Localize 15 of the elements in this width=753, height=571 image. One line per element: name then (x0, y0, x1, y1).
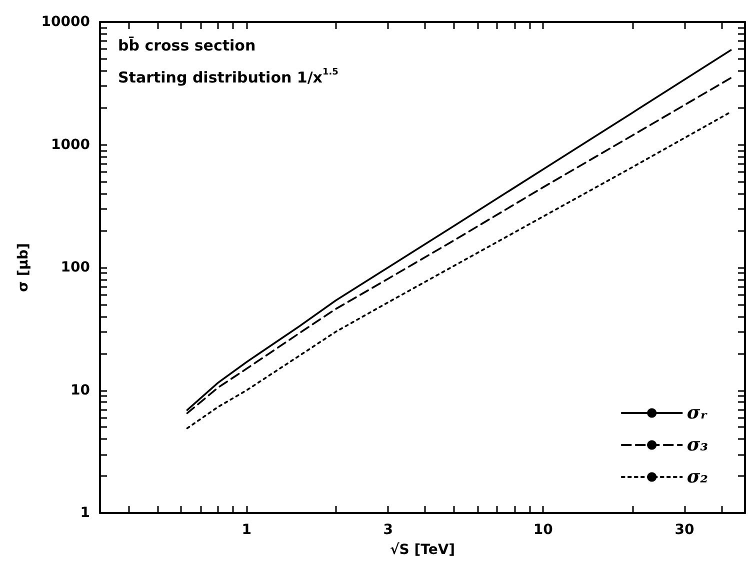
y-tick-label: 1 (80, 505, 90, 521)
x-tick-label: 10 (533, 522, 554, 538)
x-tick-label: 3 (383, 522, 393, 538)
x-tick-label: 30 (674, 522, 694, 538)
y-tick-label: 100 (60, 260, 90, 276)
legend-label: σᵣ (686, 402, 708, 424)
x-axis-title: √S [TeV] (390, 542, 456, 558)
x-tick-label: 1 (242, 522, 252, 538)
y-axis-title: σ [μb] (15, 243, 32, 292)
y-tick-label: 1000 (51, 136, 90, 153)
y-tick-label: 10 (70, 382, 90, 398)
y-tick-label: 10000 (41, 14, 90, 30)
annotation: bb̄ cross section (118, 36, 256, 54)
legend-label: σ₃ (686, 434, 708, 456)
legend-label: σ₂ (686, 466, 708, 488)
